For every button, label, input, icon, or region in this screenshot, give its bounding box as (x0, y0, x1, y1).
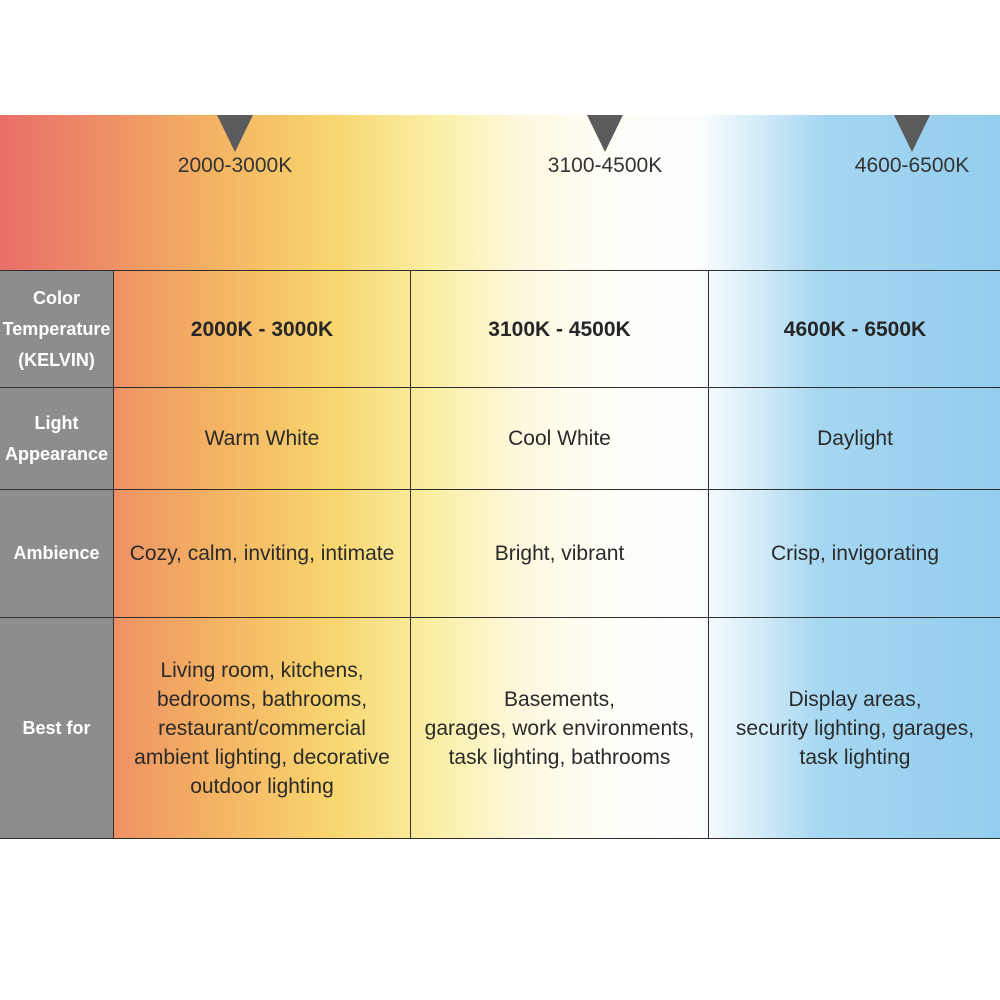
table-cell: 4600K - 6500K (708, 270, 1000, 388)
table-cell: Bright, vibrant (410, 489, 709, 618)
text-line: 2000K - 3000K (190, 317, 334, 341)
text-line: Warm White (204, 427, 320, 450)
text-line: ambient lighting, decorative (134, 745, 390, 769)
table-cell: Daylight (708, 387, 1000, 490)
text-line: Color (33, 287, 80, 308)
text-line: 3100K - 4500K (488, 317, 631, 341)
marker-arrows (217, 115, 930, 152)
text-line: Crisp, invigorating (770, 542, 940, 565)
text-line: bedrooms, bathrooms, (156, 687, 368, 711)
text-line: Bright, vibrant (494, 542, 625, 565)
table-cell: 3100K - 4500K (410, 270, 709, 388)
text-line: Light (34, 412, 79, 433)
arrow (587, 115, 623, 152)
row-label: Ambience (0, 489, 114, 618)
marker-label: 4600-6500K (854, 154, 970, 177)
text-line: Best for (22, 717, 91, 738)
table-cell: 2000K - 3000K (113, 270, 411, 388)
color-gradient (0, 115, 1000, 838)
table-cell: Crisp, invigorating (708, 489, 1000, 618)
table-cell: Warm White (113, 387, 411, 490)
text-line: garages, work environments, (424, 716, 695, 740)
table-cell: Cool White (410, 387, 709, 490)
text-line: outdoor lighting (190, 774, 334, 798)
table-cell: Display areas, security lighting, garages… (708, 617, 1000, 839)
text-line: Basements, (504, 687, 615, 711)
text-line: security lighting, garages, (735, 716, 975, 740)
text-line: task lighting, bathrooms (448, 745, 671, 769)
marker-label: 3100-4500K (547, 154, 663, 177)
arrow (894, 115, 930, 152)
table-cell: Basements, garages, work environments, tas… (410, 617, 709, 839)
text-line: Temperature (2, 318, 111, 339)
text-line: task lighting (799, 745, 911, 769)
text-line: Appearance (4, 443, 109, 464)
row-label: Color Temperature (KELVIN) (0, 270, 114, 388)
text-line: Daylight (817, 427, 893, 450)
text-line: Ambience (13, 543, 100, 563)
text-line: restaurant/commercial (158, 716, 366, 740)
table-cell: Living room, kitchens, bedrooms, bathroom… (113, 617, 411, 839)
arrow (217, 115, 253, 152)
row-label: Best for (0, 617, 114, 839)
text-line: 4600K - 6500K (783, 317, 927, 341)
table-cell: Cozy, calm, inviting, intimate (113, 489, 411, 618)
text-line: (KELVIN) (18, 349, 95, 370)
marker-label: 2000-3000K (177, 154, 293, 177)
text-line: Living room, kitchens, (160, 658, 364, 682)
row-label: Light Appearance (0, 387, 114, 490)
text-line: Cozy, calm, inviting, intimate (129, 542, 395, 565)
text-line: Display areas, (788, 687, 922, 711)
text-line: Cool White (508, 427, 611, 450)
